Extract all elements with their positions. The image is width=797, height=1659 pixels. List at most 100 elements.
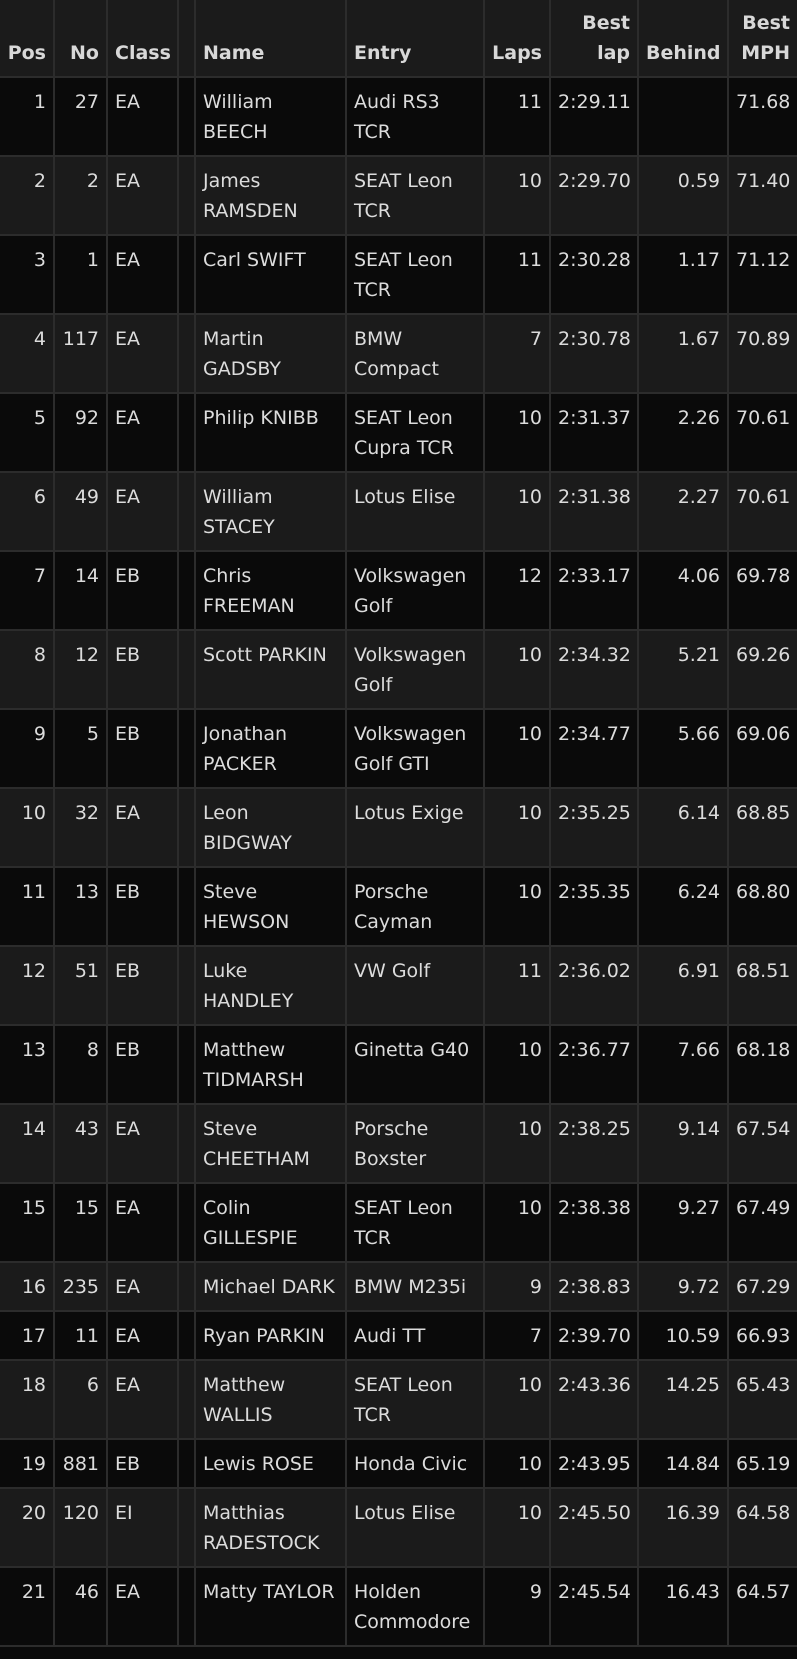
cell-best-lap: 2:38.38 xyxy=(549,1182,639,1263)
cell-name: William STACEY xyxy=(194,471,347,552)
cell-no: 120 xyxy=(53,1487,108,1568)
cell-mph: 68.80 xyxy=(727,866,797,947)
header-pos[interactable]: Pos xyxy=(0,0,55,78)
cell-pos: 4 xyxy=(0,313,55,394)
cell-behind: 0.59 xyxy=(637,155,729,236)
cell-entry: SEAT Leon Cupra TCR xyxy=(345,392,485,473)
cell-laps: 10 xyxy=(483,708,551,789)
cell-blank xyxy=(177,1024,196,1105)
cell-class: EA xyxy=(106,234,179,315)
header-entry[interactable]: Entry xyxy=(345,0,485,78)
header-no[interactable]: No xyxy=(53,0,108,78)
cell-no: 51 xyxy=(53,945,108,1026)
table-row: 19 881 EB Lewis ROSE Honda Civic 10 2:43.95 14.… xyxy=(0,1438,797,1489)
cell-pos: 7 xyxy=(0,550,55,631)
cell-no: 117 xyxy=(53,313,108,394)
table-row: 16 235 EA Michael DARK BMW M235i 9 2:38.83 9.72… xyxy=(0,1261,797,1312)
header-behind[interactable]: Behind xyxy=(637,0,729,78)
cell-no: 15 xyxy=(53,1182,108,1263)
cell-best-lap: 2:35.25 xyxy=(549,787,639,868)
cell-class: EB xyxy=(106,1024,179,1105)
cell-best-lap: 2:43.95 xyxy=(549,1438,639,1489)
cell-name: Steve CHEETHAM xyxy=(194,1103,347,1184)
cell-pos: 20 xyxy=(0,1487,55,1568)
cell-entry: Volkswagen Golf xyxy=(345,550,485,631)
cell-behind xyxy=(637,76,729,157)
header-laps[interactable]: Laps xyxy=(483,0,551,78)
cell-laps: 11 xyxy=(483,945,551,1026)
cell-no: 1 xyxy=(53,234,108,315)
cell-pos: 19 xyxy=(0,1438,55,1489)
cell-mph: 64.57 xyxy=(727,1566,797,1647)
table-row: 14 43 EA Steve CHEETHAM Porsche Boxster 10 2:3… xyxy=(0,1103,797,1184)
cell-behind: 6.24 xyxy=(637,866,729,947)
cell-behind: 9.72 xyxy=(637,1261,729,1312)
cell-pos: 21 xyxy=(0,1566,55,1647)
cell-class: EI xyxy=(106,1487,179,1568)
cell-behind: 2.26 xyxy=(637,392,729,473)
cell-laps: 10 xyxy=(483,629,551,710)
cell-entry: SEAT Leon TCR xyxy=(345,1359,485,1440)
cell-class: EA xyxy=(106,1359,179,1440)
cell-mph: 71.40 xyxy=(727,155,797,236)
cell-behind: 14.84 xyxy=(637,1438,729,1489)
cell-behind: 6.14 xyxy=(637,787,729,868)
cell-pos: 3 xyxy=(0,234,55,315)
cell-mph: 69.78 xyxy=(727,550,797,631)
header-best-mph[interactable]: Best MPH xyxy=(727,0,797,78)
cell-blank xyxy=(177,787,196,868)
cell-no: 8 xyxy=(53,1024,108,1105)
cell-laps: 10 xyxy=(483,1024,551,1105)
table-row: 7 14 EB Chris FREEMAN Volkswagen Golf 12 2:33.… xyxy=(0,550,797,631)
cell-laps: 10 xyxy=(483,155,551,236)
cell-behind: 10.59 xyxy=(637,1310,729,1361)
cell-class: EA xyxy=(106,787,179,868)
cell-entry: Holden Commodore xyxy=(345,1566,485,1647)
cell-blank xyxy=(177,1438,196,1489)
cell-class: EA xyxy=(106,313,179,394)
cell-class: EB xyxy=(106,708,179,789)
cell-no: 11 xyxy=(53,1310,108,1361)
cell-name: Ryan PARKIN xyxy=(194,1310,347,1361)
header-best-lap[interactable]: Best lap xyxy=(549,0,639,78)
cell-pos: 1 xyxy=(0,76,55,157)
cell-mph: 69.26 xyxy=(727,629,797,710)
table-row: 21 46 EA Matty TAYLOR Holden Commodore 9 2:45.… xyxy=(0,1566,797,1647)
cell-blank xyxy=(177,155,196,236)
header-name[interactable]: Name xyxy=(194,0,347,78)
cell-blank xyxy=(177,1261,196,1312)
cell-entry: SEAT Leon TCR xyxy=(345,1182,485,1263)
cell-no: 235 xyxy=(53,1261,108,1312)
header-class[interactable]: Class xyxy=(106,0,179,78)
cell-name: Philip KNIBB xyxy=(194,392,347,473)
cell-class: EA xyxy=(106,471,179,552)
cell-blank xyxy=(177,945,196,1026)
cell-class: EA xyxy=(106,1310,179,1361)
cell-name: Steve HEWSON xyxy=(194,866,347,947)
cell-name: Martin GADSBY xyxy=(194,313,347,394)
cell-mph: 64.58 xyxy=(727,1487,797,1568)
cell-behind: 2.27 xyxy=(637,471,729,552)
cell-mph: 66.93 xyxy=(727,1310,797,1361)
cell-no: 27 xyxy=(53,76,108,157)
cell-behind: 5.21 xyxy=(637,629,729,710)
cell-no: 6 xyxy=(53,1359,108,1440)
cell-class: EA xyxy=(106,1103,179,1184)
cell-entry: VW Golf xyxy=(345,945,485,1026)
cell-class: EA xyxy=(106,1182,179,1263)
cell-mph: 68.51 xyxy=(727,945,797,1026)
cell-mph: 65.19 xyxy=(727,1438,797,1489)
cell-laps: 9 xyxy=(483,1261,551,1312)
cell-best-lap: 2:38.25 xyxy=(549,1103,639,1184)
cell-laps: 12 xyxy=(483,550,551,631)
cell-class: EB xyxy=(106,945,179,1026)
cell-name: Matthew WALLIS xyxy=(194,1359,347,1440)
cell-no: 49 xyxy=(53,471,108,552)
cell-entry: Volkswagen Golf GTI xyxy=(345,708,485,789)
cell-pos: 6 xyxy=(0,471,55,552)
cell-pos: 17 xyxy=(0,1310,55,1361)
cell-entry: BMW M235i xyxy=(345,1261,485,1312)
cell-mph: 67.29 xyxy=(727,1261,797,1312)
cell-best-lap: 2:34.77 xyxy=(549,708,639,789)
